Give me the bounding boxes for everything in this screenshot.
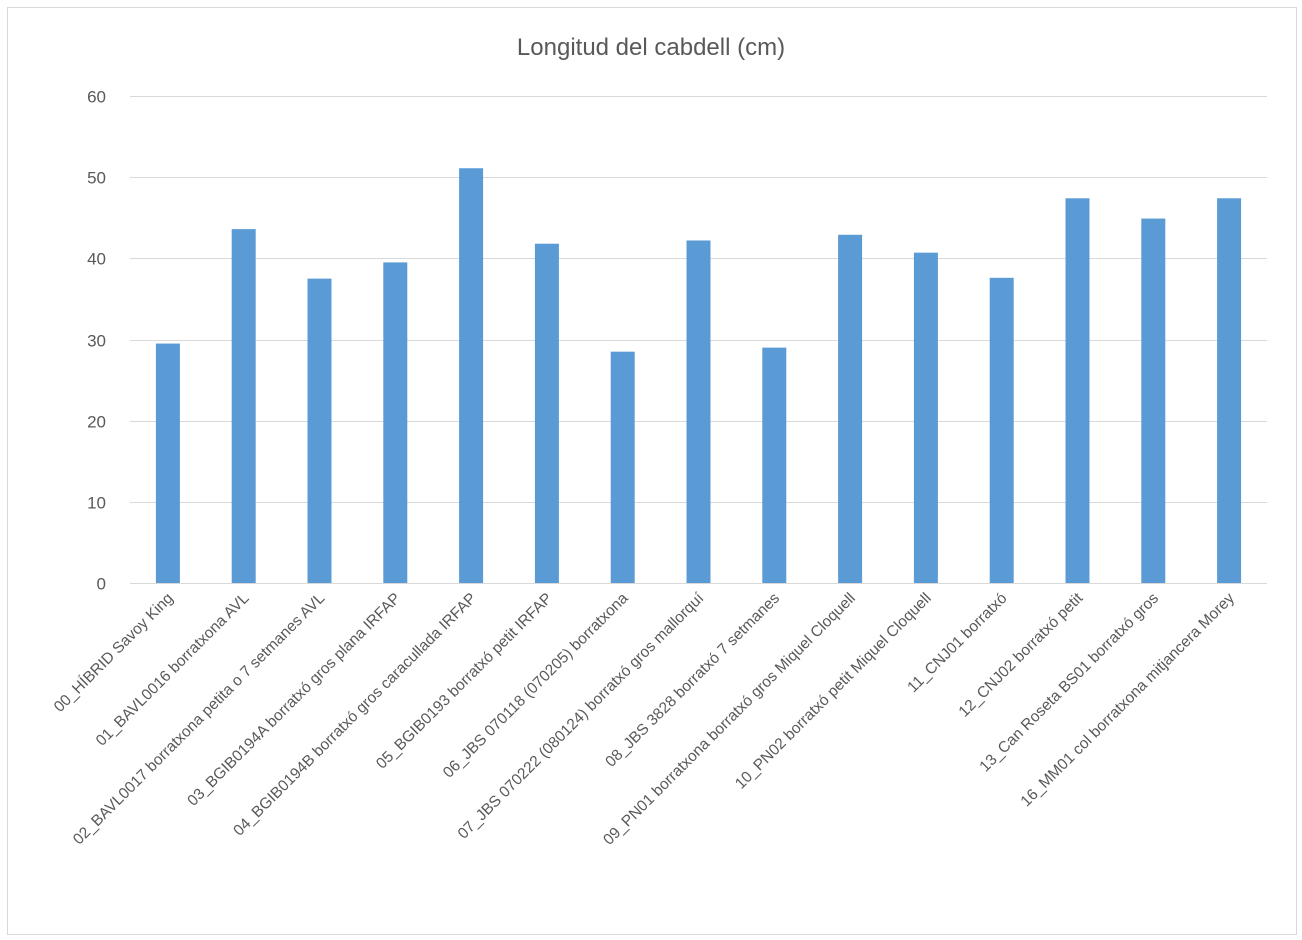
bar	[686, 240, 711, 583]
bar	[307, 278, 332, 583]
bar	[155, 343, 180, 583]
y-tick-label: 50	[87, 169, 106, 188]
bar	[1217, 198, 1242, 583]
y-tick-label: 0	[97, 575, 106, 594]
y-tick-label: 10	[87, 494, 106, 513]
bar	[534, 243, 559, 583]
bar	[838, 234, 863, 584]
y-tick-label: 20	[87, 413, 106, 432]
bar	[1065, 198, 1090, 583]
x-tick-label: 02_BAVL0017 borratxona petita o 7 setman…	[70, 590, 329, 849]
y-tick-label: 40	[87, 250, 106, 269]
y-tick-label: 60	[87, 88, 106, 107]
bar	[459, 168, 484, 583]
bar	[383, 262, 408, 583]
bar	[610, 351, 635, 583]
bar	[231, 229, 256, 583]
bar	[913, 252, 938, 583]
y-axis-ticks: 0 10 20 30 40 50 60	[87, 88, 106, 594]
chart-title: Longitud del cabdell (cm)	[517, 34, 785, 61]
y-tick-label: 30	[87, 332, 106, 351]
bar	[762, 347, 787, 583]
x-tick-label: 01_BAVL0016 borratxona AVL	[93, 590, 253, 750]
bar	[989, 277, 1014, 583]
x-tick-label: 12_CNJ02 borratxó petit	[956, 589, 1087, 720]
x-tick-label: 09_PN01 borratxona borratxó gros Miquel …	[600, 590, 859, 849]
bars	[155, 168, 1242, 584]
bar	[1141, 218, 1166, 584]
x-tick-label: 00_HÍBRID Savoy King	[51, 590, 177, 716]
